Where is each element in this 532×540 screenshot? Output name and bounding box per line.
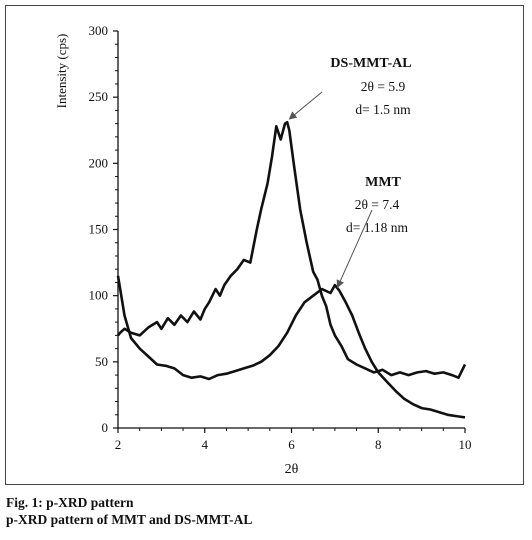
y-tick-label: 100 bbox=[89, 288, 109, 303]
figure-frame: 0 50 100 150 200 250 300 2 4 6 8 10 2θ Intensity (cps… bbox=[5, 5, 524, 485]
x-tick-label: 8 bbox=[375, 437, 382, 452]
y-tick-label: 50 bbox=[95, 354, 108, 369]
annotation-text-ds-mmt-al: 2θ = 5.9 bbox=[361, 79, 406, 94]
caption-title: Fig. 1: p-XRD pattern bbox=[6, 495, 134, 510]
y-axis-label: Intensity (cps) bbox=[54, 34, 69, 109]
series-line-mmt bbox=[116, 275, 466, 419]
series-layer bbox=[116, 121, 467, 419]
axes: 0 50 100 150 200 250 300 2 4 6 8 10 2θ Intensity (cps… bbox=[54, 23, 472, 477]
y-tick-label: 300 bbox=[89, 23, 109, 38]
caption-description: p-XRD pattern of MMT and DS-MMT-AL bbox=[6, 512, 253, 527]
annotation-text-mmt: d= 1.18 nm bbox=[346, 220, 408, 235]
y-tick-label: 0 bbox=[102, 420, 109, 435]
annotation-arrow-mmt bbox=[336, 209, 373, 289]
x-axis-label: 2θ bbox=[285, 462, 299, 477]
x-tick-label: 2 bbox=[115, 437, 122, 452]
annotations-layer: DS-MMT-AL 2θ = 5.9 d= 1.5 nm MMT 2θ = 7.4 d= … bbox=[288, 56, 412, 289]
y-tick-label: 200 bbox=[89, 155, 109, 170]
x-tick-label: 4 bbox=[202, 437, 209, 452]
annotation-name-mmt: MMT bbox=[365, 175, 401, 190]
x-tick-label: 10 bbox=[459, 437, 472, 452]
annotation-text-ds-mmt-al: d= 1.5 nm bbox=[355, 102, 411, 117]
annotation-arrow-ds-mmt-al bbox=[288, 91, 323, 120]
figure-caption: Fig. 1: p-XRD pattern p-XRD pattern of M… bbox=[6, 494, 526, 528]
y-tick-label: 250 bbox=[89, 89, 109, 104]
annotation-text-mmt: 2θ = 7.4 bbox=[355, 197, 400, 212]
x-tick-label: 6 bbox=[288, 437, 295, 452]
annotation-name-ds-mmt-al: DS-MMT-AL bbox=[330, 56, 411, 71]
series-line-ds-mmt-al bbox=[116, 121, 467, 379]
xrd-chart: 0 50 100 150 200 250 300 2 4 6 8 10 2θ Intensity (cps… bbox=[54, 23, 472, 477]
y-tick-label: 150 bbox=[89, 222, 109, 237]
